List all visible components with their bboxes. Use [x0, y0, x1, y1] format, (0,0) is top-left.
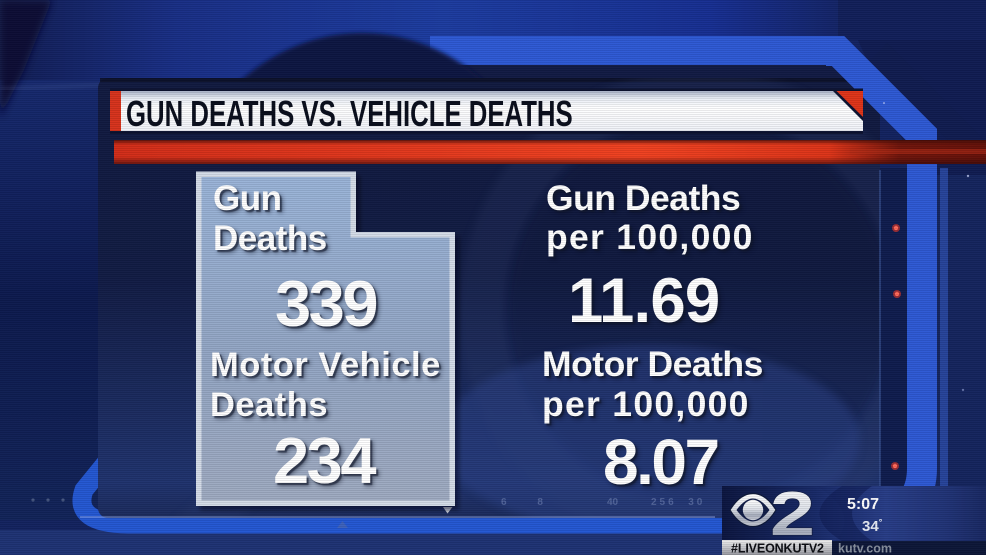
svg-text:34°: 34° [862, 517, 883, 535]
svg-text:kutv.com: kutv.com [838, 542, 892, 555]
svg-text:2: 2 [770, 486, 815, 549]
svg-text:5:07: 5:07 [847, 496, 879, 513]
svg-text:#LIVEONKUTV2: #LIVEONKUTV2 [731, 542, 824, 555]
